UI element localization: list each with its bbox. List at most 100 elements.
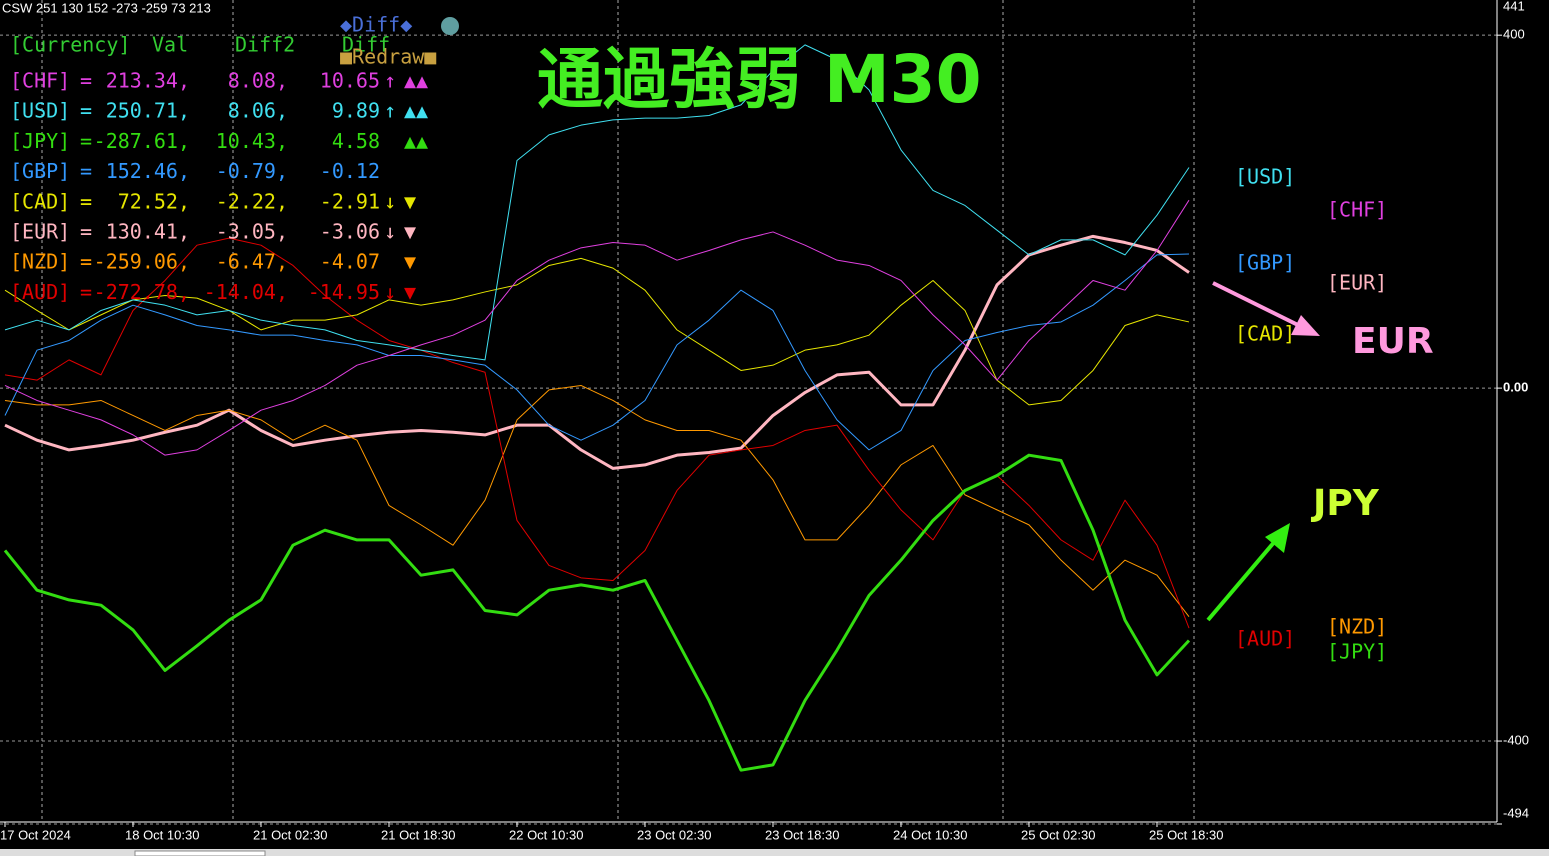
x-tick-label: 25 Oct 18:30 (1149, 827, 1223, 842)
series-line (4, 234, 1190, 470)
panel-sep: = (80, 189, 92, 213)
x-tick-label: 21 Oct 18:30 (381, 827, 455, 842)
jpy-arrow (1206, 523, 1290, 622)
panel-header: Val (152, 33, 188, 57)
redraw-button[interactable]: ■Redraw■ (340, 45, 436, 69)
diff-button[interactable]: ◆Diff◆ (340, 13, 412, 37)
series-end-label: [USD] (1235, 165, 1295, 189)
panel-diff2: -14.04, (204, 280, 288, 304)
y-tick-label: 400 (1503, 27, 1525, 42)
series-line (4, 44, 1190, 361)
panel-marks: ▲▲ (404, 129, 428, 153)
info-text: CSW 251 130 152 -273 -259 73 213 (2, 0, 211, 15)
panel-sep: = (80, 220, 92, 244)
x-tick-label: 18 Oct 10:30 (125, 827, 199, 842)
panel-sep: = (80, 129, 92, 153)
series-end-label: [AUD] (1235, 627, 1295, 651)
panel-val: 72.52, (118, 189, 190, 213)
panel-currency: [CHF] (10, 69, 70, 93)
panel-diff: 4.58 (332, 129, 380, 153)
panel-diff: 9.89 (332, 99, 380, 123)
series-line (4, 257, 1190, 406)
panel-currency: [USD] (10, 99, 70, 123)
annotation: JPY (1310, 483, 1380, 524)
panel-sep: = (80, 99, 92, 123)
panel-diff2: -3.05, (216, 220, 288, 244)
series-end-label: [CHF] (1327, 198, 1387, 222)
panel-arrow: ↑ (384, 69, 396, 93)
panel-diff: -0.12 (320, 159, 380, 183)
series-end-label: [EUR] (1327, 271, 1387, 295)
lines (3, 44, 1191, 772)
panel-val: 213.34, (106, 69, 190, 93)
x-tick-label: 23 Oct 18:30 (765, 827, 839, 842)
panel-val: 250.71, (106, 99, 190, 123)
panel-currency: [NZD] (10, 250, 70, 274)
panel-arrow: ↓ (384, 280, 396, 304)
y-tick-label: 441 (1503, 0, 1525, 13)
panel-diff: -14.95 (308, 280, 380, 304)
panel-diff2: -2.22, (216, 189, 288, 213)
scroll-thumb[interactable] (134, 850, 266, 856)
panel: [Currency] Val Diff2 Diff [CHF] = 213.34, 8.08,… (10, 33, 428, 304)
eur-arrow (1212, 281, 1320, 336)
y-tick-label: -400 (1503, 732, 1529, 747)
panel-arrow: ↓ (384, 220, 396, 244)
panel-currency: [JPY] (10, 129, 70, 153)
panel-marks: ▲▲ (404, 99, 428, 123)
scrollbar[interactable] (0, 849, 1549, 856)
panel-diff2: 8.08, (228, 69, 288, 93)
panel-arrow: ↓ (384, 189, 396, 213)
panel-header: Diff2 (235, 33, 295, 57)
panel-val: 130.41, (106, 220, 190, 244)
panel-currency: [EUR] (10, 220, 70, 244)
x-tick-label: 22 Oct 10:30 (509, 827, 583, 842)
panel-marks: ▼ (404, 220, 416, 244)
panel-val: -259.06, (94, 250, 190, 274)
panel-sep: = (80, 159, 92, 183)
panel-arrow: ↑ (384, 99, 396, 123)
x-tick-label: 17 Oct 2024 (0, 827, 71, 842)
panel-diff: -2.91 (320, 189, 380, 213)
panel-diff: -3.06 (320, 220, 380, 244)
panel-header: Diff (342, 33, 390, 57)
y-tick-label: 0.00 (1503, 380, 1528, 395)
toggle-dot[interactable] (441, 17, 459, 35)
panel-marks: ▲▲ (404, 69, 428, 93)
annotation: EUR (1352, 321, 1434, 362)
series-end-label: [CAD] (1235, 322, 1295, 346)
panel-sep: = (80, 280, 92, 304)
panel-marks: ▼ (404, 250, 416, 274)
series-end-label: [JPY] (1327, 640, 1387, 664)
panel-diff: 10.65 (320, 69, 380, 93)
panel-currency: [AUD] (10, 280, 70, 304)
panel-marks: ▼ (404, 189, 416, 213)
x-tick-label: 25 Oct 02:30 (1021, 827, 1095, 842)
series-end-label: [GBP] (1235, 251, 1295, 275)
panel-sep: = (80, 250, 92, 274)
panel-val: -272.78, (94, 280, 190, 304)
y-tick-label: -494 (1503, 805, 1529, 820)
panel-diff2: -0.79, (216, 159, 288, 183)
panel-diff2: 8.06, (228, 99, 288, 123)
panel-sep: = (80, 69, 92, 93)
panel-diff2: -6.47, (216, 250, 288, 274)
series-end-label: [NZD] (1327, 615, 1387, 639)
panel-val: -287.61, (94, 129, 190, 153)
panel-val: 152.46, (106, 159, 190, 183)
series-line (3, 453, 1191, 772)
panel-marks: ▼ (404, 280, 416, 304)
chart-title: 通過強弱 M30 (537, 41, 982, 118)
x-tick-label: 21 Oct 02:30 (253, 827, 327, 842)
panel-diff2: 10.43, (216, 129, 288, 153)
series-line (4, 199, 1190, 456)
series-line (4, 253, 1190, 451)
series-line (4, 384, 1190, 617)
panel-header: [Currency] (10, 33, 130, 57)
panel-diff: -4.07 (320, 250, 380, 274)
panel-currency: [GBP] (10, 159, 70, 183)
x-tick-label: 23 Oct 02:30 (637, 827, 711, 842)
axis-labels: 441 400 0.00 -400 -494 17 Oct 2024 18 Oct 10:3… (0, 0, 1529, 842)
x-tick-label: 24 Oct 10:30 (893, 827, 967, 842)
